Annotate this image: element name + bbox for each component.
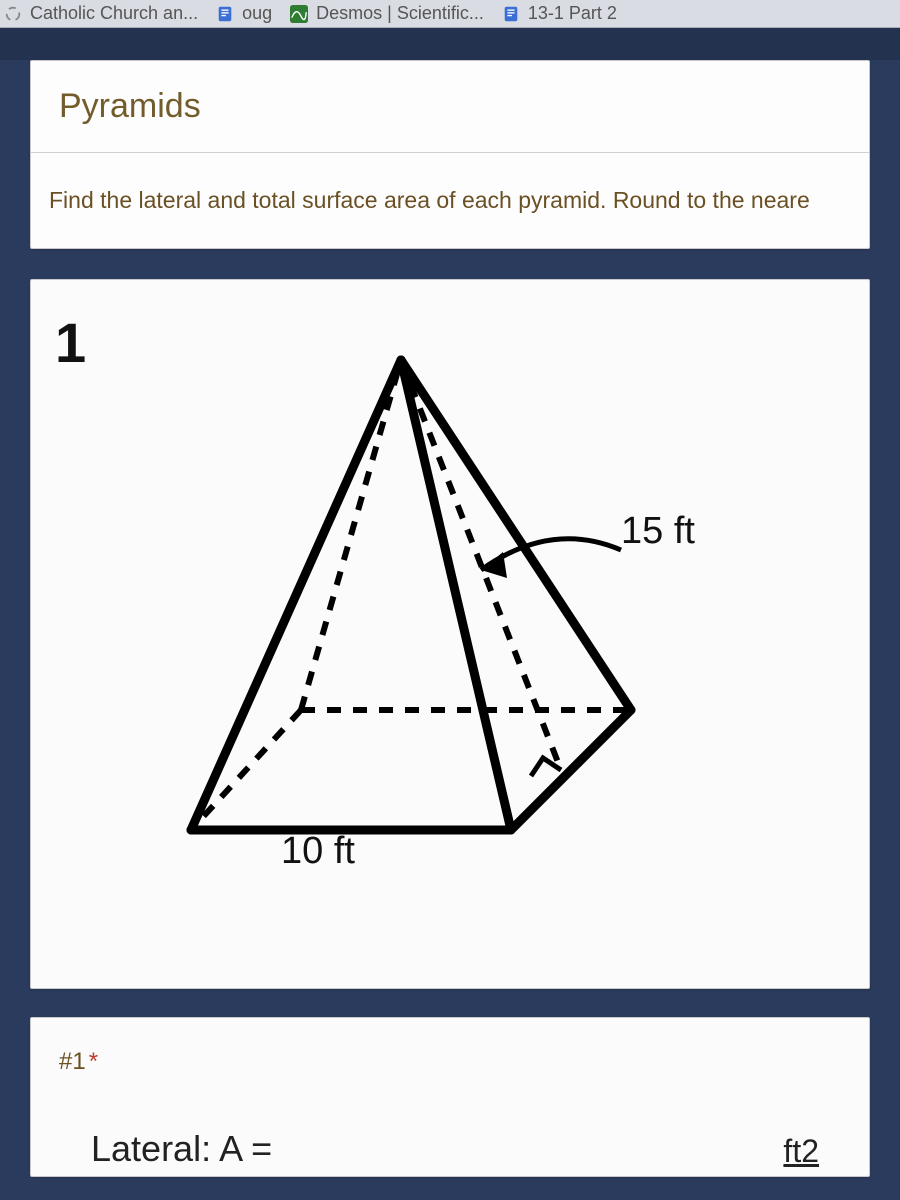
answer-unit: ft2: [783, 1133, 819, 1170]
instructions-text: Find the lateral and total surface area …: [31, 153, 869, 248]
required-asterisk: *: [89, 1048, 98, 1075]
slant-height-label: 15 ft: [621, 510, 695, 553]
tab-label: Desmos | Scientific...: [316, 3, 484, 24]
document-icon: [502, 5, 520, 23]
tab-label: 13-1 Part 2: [528, 3, 617, 24]
question-label: #1*: [59, 1048, 841, 1076]
tab-label: oug: [242, 3, 272, 24]
assignment-header-card: Pyramids Find the lateral and total surf…: [30, 60, 870, 249]
loading-icon: [4, 5, 22, 23]
browser-tab[interactable]: Catholic Church an...: [4, 3, 198, 24]
problem-card: 1 15 ft 10 ft: [30, 279, 870, 989]
answer-card: #1* Lateral: A = ft2: [30, 1017, 870, 1177]
document-icon: [216, 5, 234, 23]
answer-prompt: Lateral: A =: [91, 1128, 272, 1170]
nav-band: [0, 28, 900, 60]
question-number: #1: [59, 1048, 86, 1075]
browser-tab[interactable]: oug: [216, 3, 272, 24]
base-length-label: 10 ft: [281, 830, 355, 873]
browser-tab[interactable]: 13-1 Part 2: [502, 3, 617, 24]
pyramid-figure: [151, 340, 711, 860]
browser-tab[interactable]: Desmos | Scientific...: [290, 3, 484, 24]
tab-label: Catholic Church an...: [30, 3, 198, 24]
page-title: Pyramids: [31, 61, 869, 152]
desmos-icon: [290, 5, 308, 23]
browser-tab-strip: Catholic Church an... oug Desmos | Scien…: [0, 0, 900, 28]
